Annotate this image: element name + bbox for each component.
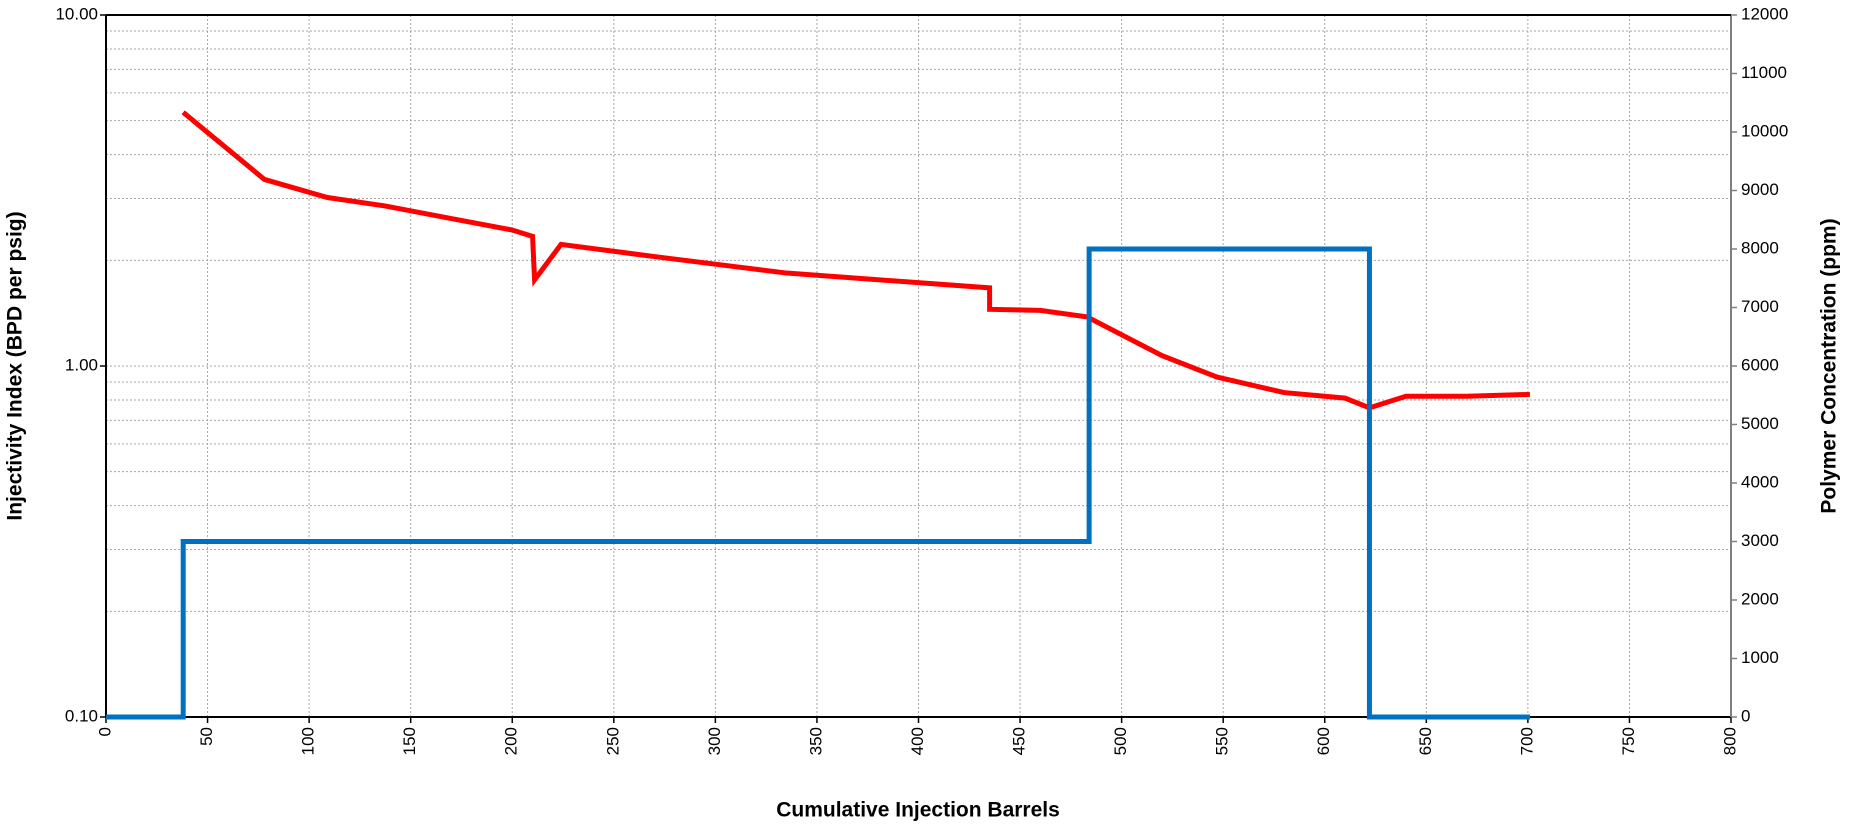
- x-tick-label: 50: [197, 727, 216, 746]
- x-tick-label: 250: [603, 727, 622, 755]
- y2-tick-label: 11000: [1741, 63, 1787, 82]
- x-tick-label: 700: [1517, 727, 1536, 755]
- y2-tick-label: 7000: [1741, 297, 1779, 316]
- y2-tick-label: 12000: [1741, 4, 1788, 23]
- series-line: [106, 246, 1530, 720]
- y2-tick-label: 9000: [1741, 180, 1779, 199]
- x-tick-label: 300: [705, 727, 724, 755]
- x-tick-label: 600: [1314, 727, 1333, 755]
- x-tick-label: 400: [908, 727, 927, 755]
- y-tick-label: 10.00: [55, 4, 98, 23]
- x-tick-label: 150: [400, 727, 419, 755]
- x-axis-title: Cumulative Injection Barrels: [776, 799, 1060, 822]
- y2-tick-label: 4000: [1741, 472, 1779, 491]
- y2-tick-label: 1000: [1741, 648, 1779, 667]
- y2-tick-label: 10000: [1741, 121, 1788, 140]
- x-tick-label: 550: [1213, 727, 1232, 755]
- y2-tick-label: 5000: [1741, 414, 1779, 433]
- x-tick-label: 750: [1619, 727, 1638, 755]
- x-tick-label: 200: [502, 727, 521, 755]
- y2-tick-label: 6000: [1741, 355, 1779, 374]
- y-tick-label: 1.00: [65, 355, 98, 374]
- y2-tick-label: 8000: [1741, 238, 1779, 257]
- y-tick-label: 0.10: [65, 706, 98, 725]
- y2-tick-label: 3000: [1741, 531, 1779, 550]
- y2-axis-title: Polymer Concentration (ppm): [1818, 218, 1841, 513]
- y-axis-title: Injectivity Index (BPD per psig): [4, 211, 27, 520]
- x-tick-label: 650: [1416, 727, 1435, 755]
- x-tick-label: 800: [1720, 727, 1739, 755]
- x-tick-label: 0: [95, 727, 114, 736]
- y2-tick-label: 0: [1741, 706, 1750, 725]
- x-tick-label: 500: [1111, 727, 1130, 755]
- y2-tick-label: 2000: [1741, 589, 1779, 608]
- x-tick-label: 450: [1010, 727, 1029, 755]
- x-tick-label: 100: [299, 727, 318, 755]
- series-line: [181, 110, 1530, 411]
- x-tick-label: 350: [806, 727, 825, 755]
